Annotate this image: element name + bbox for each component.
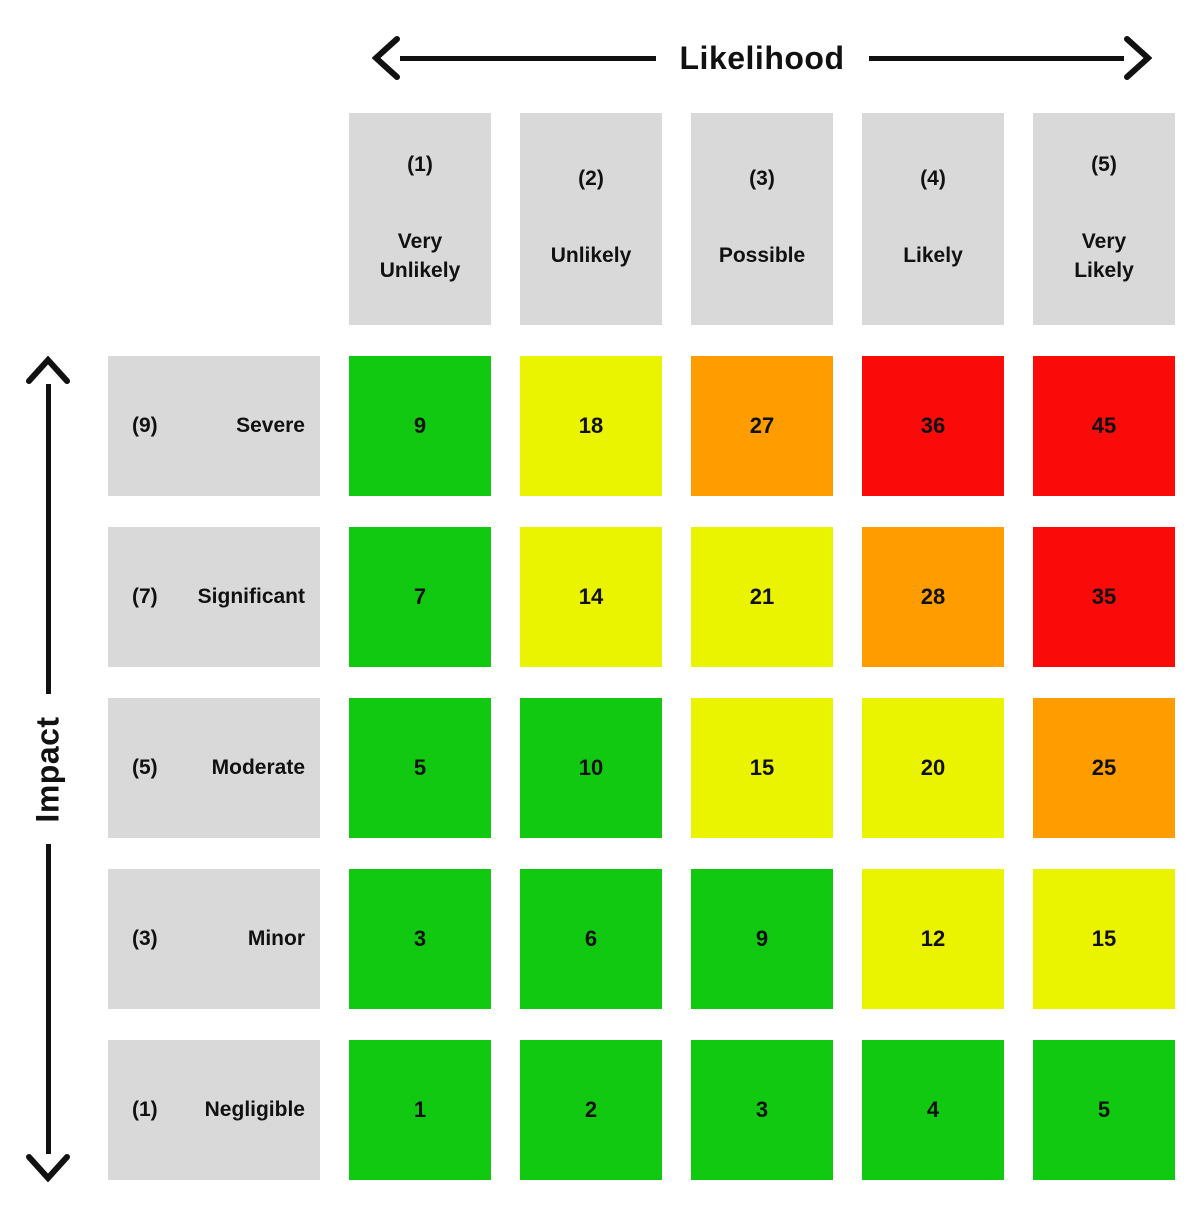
matrix-cell: 45 — [1033, 356, 1175, 496]
row-header-minor: (3) Minor — [108, 869, 320, 1009]
cell-value: 28 — [920, 584, 946, 609]
arrow-right-icon — [1124, 36, 1152, 80]
arrow-up-icon — [26, 356, 70, 384]
cell-value: 6 — [584, 926, 598, 951]
cell-value: 25 — [1091, 755, 1117, 780]
row-label: Severe — [236, 414, 305, 437]
column-header-very-likely: (5) Very Likely — [1033, 113, 1175, 325]
row-score: (7) — [132, 585, 158, 608]
row-header-severe: (9) Severe — [108, 356, 320, 496]
matrix-cell: 25 — [1033, 698, 1175, 838]
row-score: (5) — [132, 756, 158, 779]
matrix-cell: 10 — [520, 698, 662, 838]
matrix-cell: 28 — [862, 527, 1004, 667]
row-label: Negligible — [204, 1098, 305, 1121]
likelihood-axis-label: Likelihood — [679, 39, 845, 76]
matrix-cell: 35 — [1033, 527, 1175, 667]
matrix-cell: 4 — [862, 1040, 1004, 1180]
cell-value: 3 — [755, 1097, 769, 1122]
matrix-cell: 7 — [349, 527, 491, 667]
matrix-cell: 36 — [862, 356, 1004, 496]
column-label: Very Unlikely — [379, 229, 461, 282]
column-label: Possible — [718, 244, 806, 268]
axis-line — [868, 55, 1124, 61]
cell-value: 7 — [413, 584, 427, 609]
cell-value: 10 — [578, 755, 604, 780]
cell-value: 45 — [1091, 413, 1117, 438]
column-label: Very Likely — [1074, 229, 1134, 282]
matrix-cell: 15 — [691, 698, 833, 838]
cell-value: 1 — [413, 1097, 427, 1122]
cell-value: 21 — [749, 584, 775, 609]
column-header-possible: (3) Possible — [691, 113, 833, 325]
matrix-cell: 15 — [1033, 869, 1175, 1009]
column-label: Unlikely — [550, 244, 632, 268]
column-score: (4) — [920, 167, 946, 191]
row-score: (9) — [132, 414, 158, 437]
row-header-moderate: (5) Moderate — [108, 698, 320, 838]
matrix-cell: 5 — [1033, 1040, 1175, 1180]
row-score: (1) — [132, 1098, 158, 1121]
column-header-very-unlikely: (1) Very Unlikely — [349, 113, 491, 325]
matrix-cell: 2 — [520, 1040, 662, 1180]
likelihood-axis-arrow: Likelihood — [372, 26, 1152, 90]
matrix-cell: 9 — [349, 356, 491, 496]
cell-value: 12 — [920, 926, 946, 951]
column-label: Likely — [903, 244, 963, 268]
matrix-cell: 20 — [862, 698, 1004, 838]
cell-value: 35 — [1091, 584, 1117, 609]
cell-value: 15 — [1091, 926, 1117, 951]
cell-value: 5 — [1097, 1097, 1111, 1122]
matrix-cell: 1 — [349, 1040, 491, 1180]
row-label: Significant — [197, 585, 305, 608]
impact-axis-label-wrap: Impact — [0, 694, 101, 844]
arrow-left-icon — [372, 36, 400, 80]
matrix-cell: 12 — [862, 869, 1004, 1009]
cell-value: 36 — [920, 413, 946, 438]
column-score: (1) — [407, 152, 433, 176]
row-label: Minor — [247, 927, 305, 950]
axis-line — [45, 844, 51, 1154]
impact-axis-arrow: Impact — [26, 356, 70, 1182]
matrix-cell: 6 — [520, 869, 662, 1009]
matrix-cell: 14 — [520, 527, 662, 667]
row-header-negligible: (1) Negligible — [108, 1040, 320, 1180]
matrix-cell: 21 — [691, 527, 833, 667]
cell-value: 14 — [578, 584, 604, 609]
column-score: (5) — [1091, 152, 1117, 176]
cell-value: 18 — [578, 413, 604, 438]
matrix-cell: 5 — [349, 698, 491, 838]
arrow-down-icon — [26, 1154, 70, 1182]
row-score: (3) — [132, 927, 158, 950]
row-label: Moderate — [211, 756, 305, 779]
matrix-cell: 3 — [349, 869, 491, 1009]
cell-value: 2 — [584, 1097, 598, 1122]
axis-line — [45, 384, 51, 694]
cell-value: 4 — [926, 1097, 940, 1122]
cell-value: 9 — [755, 926, 769, 951]
column-score: (2) — [578, 167, 604, 191]
column-header-likely: (4) Likely — [862, 113, 1004, 325]
row-header-significant: (7) Significant — [108, 527, 320, 667]
column-header-unlikely: (2) Unlikely — [520, 113, 662, 325]
risk-matrix-grid: (1) Very Unlikely (2) Unlikely (3) Possi… — [108, 113, 1175, 1180]
matrix-cell: 9 — [691, 869, 833, 1009]
matrix-cell: 18 — [520, 356, 662, 496]
axis-line — [400, 55, 656, 61]
grid-corner-spacer — [108, 113, 320, 325]
matrix-cell: 27 — [691, 356, 833, 496]
column-score: (3) — [749, 167, 775, 191]
impact-axis-label: Impact — [29, 715, 66, 823]
cell-value: 3 — [413, 926, 427, 951]
cell-value: 5 — [413, 755, 427, 780]
cell-value: 9 — [413, 413, 427, 438]
cell-value: 20 — [920, 755, 946, 780]
matrix-cell: 3 — [691, 1040, 833, 1180]
cell-value: 27 — [749, 413, 775, 438]
cell-value: 15 — [749, 755, 775, 780]
